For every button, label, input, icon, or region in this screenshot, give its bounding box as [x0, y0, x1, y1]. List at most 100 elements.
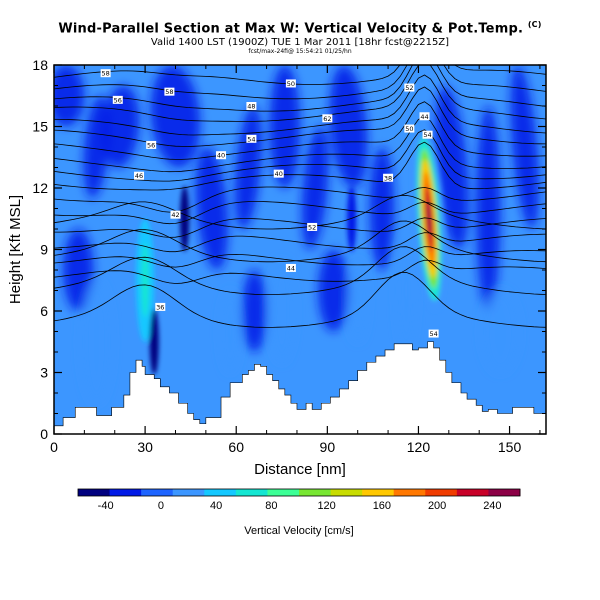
colorbar-tick-label: 120 — [317, 500, 335, 512]
isentrope-label: 40 — [275, 170, 283, 178]
x-axis-label: Distance [nm] — [254, 461, 346, 478]
colorbar-swatch — [267, 489, 300, 496]
velocity-cell — [54, 65, 85, 127]
isentrope-label-bg — [383, 173, 394, 182]
isentrope-label: 44 — [287, 264, 295, 272]
isentrope-label: 52 — [405, 84, 413, 92]
colorbar-swatch — [109, 489, 142, 496]
colorbar-swatch — [141, 489, 174, 496]
isentrope-line — [54, 259, 546, 284]
velocity-cell — [348, 259, 367, 342]
isentrope-label-bg — [428, 329, 439, 338]
isentrope-label-bg — [273, 169, 284, 178]
isentrope-label: 56 — [114, 96, 122, 104]
colorbar-label: Vertical Velocity [cm/s] — [244, 525, 353, 537]
isentrope-label-bg — [170, 210, 181, 219]
isentrope-label: 58 — [101, 70, 109, 78]
colorbar-tick-label: 200 — [428, 500, 446, 512]
colorbar-tick-label: 40 — [210, 500, 222, 512]
isentrope-line — [54, 271, 546, 328]
velocity-cell — [397, 229, 416, 352]
y-tick-label: 15 — [32, 119, 48, 135]
updraft-cell — [141, 243, 149, 318]
isentrope-line — [54, 194, 546, 230]
isentrope-line — [54, 74, 546, 136]
isentrope-line — [54, 220, 546, 263]
velocity-cell — [318, 249, 349, 332]
velocity-cell — [81, 280, 112, 404]
isentrope-label-bg — [307, 222, 318, 231]
velocity-cell — [63, 229, 94, 311]
isentrope-label-bg — [216, 151, 227, 160]
isentrope-label: 46 — [135, 172, 143, 180]
isentrope-line — [54, 201, 546, 225]
isentrope-line — [54, 232, 546, 253]
isentrope-line — [54, 217, 546, 238]
isentrope-label-bg — [422, 130, 433, 139]
velocity-field — [54, 65, 546, 434]
isentrope-line — [54, 129, 546, 182]
isentrope-label: 54 — [429, 330, 437, 338]
isentrope-label: 36 — [156, 303, 164, 311]
terrain — [53, 341, 547, 435]
isentrope-label: 54 — [423, 131, 431, 139]
isentrope-label: 52 — [308, 223, 316, 231]
velocity-cell — [242, 270, 267, 352]
colorbar-swatch — [362, 489, 395, 496]
isentrope-label: 48 — [247, 103, 255, 111]
x-tick-label: 120 — [407, 439, 431, 455]
chart-subtitle: Valid 1400 LST (1900Z) TUE 1 Mar 2011 [1… — [150, 37, 450, 48]
velocity-cell — [482, 290, 519, 373]
isentrope-line — [54, 186, 546, 213]
downdraft-cell — [149, 308, 159, 375]
isentrope-label: 50 — [405, 125, 413, 133]
isentrope-line — [54, 141, 546, 191]
isentrope-line — [54, 116, 546, 173]
x-tick-label: 60 — [228, 439, 244, 455]
velocity-cell — [83, 95, 110, 199]
isentrope-label-bg — [322, 114, 333, 123]
velocity-cell — [195, 147, 228, 270]
isentrope-label: 40 — [217, 152, 225, 160]
colorbar: -40 0 40 80 120 160 200 240 Vertical Velocity [c… — [77, 488, 521, 537]
colorbar-swatch — [488, 489, 521, 496]
isentrope-label: 44 — [420, 113, 428, 121]
x-tick-label: 150 — [498, 439, 522, 455]
isentrope-label: 42 — [171, 211, 179, 219]
isentrope-label: 62 — [323, 115, 331, 123]
isentrope-line — [54, 65, 546, 122]
isentrope-label-bg — [155, 302, 166, 311]
velocity-cell — [301, 126, 329, 250]
isentrope-line — [54, 101, 546, 160]
x-tick-label: 0 — [50, 439, 58, 455]
x-tick-label: 30 — [137, 439, 153, 455]
isentrope-label: 54 — [247, 135, 255, 143]
chart-title: Wind-Parallel Section at Max W: Vertical… — [58, 20, 542, 37]
title-copyright-mark: (C) — [527, 20, 542, 29]
y-tick-label: 18 — [32, 57, 48, 73]
isentrope-label-bg — [404, 124, 415, 133]
y-tick-label: 6 — [40, 303, 48, 319]
colorbar-swatch — [78, 489, 111, 496]
velocity-cell — [150, 65, 201, 168]
colorbar-swatch — [425, 489, 458, 496]
colorbar-swatch — [204, 489, 237, 496]
isentrope-label-bg — [419, 112, 430, 121]
colorbar-frame — [77, 488, 521, 497]
isentrope-label: 58 — [165, 88, 173, 96]
isentrope-label-bg — [146, 140, 157, 149]
isentrope-label-bg — [100, 69, 111, 78]
isentrope-label-bg — [285, 263, 296, 272]
y-tick-label: 0 — [40, 426, 48, 442]
colorbar-swatch — [235, 489, 268, 496]
colorbar-tick-label: 240 — [483, 500, 501, 512]
isentrope-line — [54, 246, 546, 295]
y-tick-label: 9 — [40, 242, 48, 258]
y-tick-label: 12 — [32, 180, 48, 196]
x-tick-label: 90 — [320, 439, 336, 455]
updraft-core-contour — [426, 200, 432, 238]
isentrope-lines: 58 56 48 50 56 54 52 50 44 54 46 42 40 38 36 52 44 54 58 62… — [54, 65, 546, 338]
isentrope-label-bg — [134, 171, 145, 180]
